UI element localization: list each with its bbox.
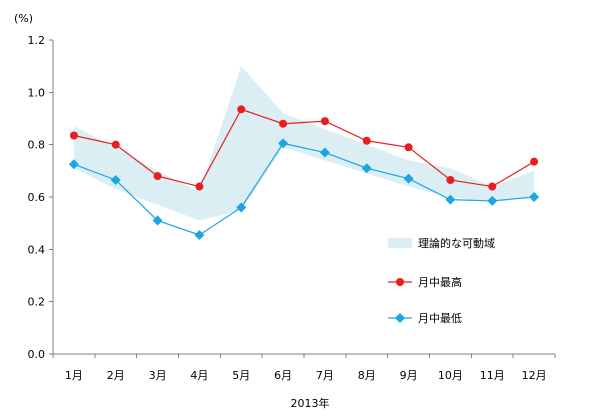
legend-marker bbox=[395, 313, 405, 323]
x-tick-label: 9月 bbox=[400, 369, 418, 382]
data-point bbox=[530, 157, 539, 166]
series-2 bbox=[68, 138, 540, 240]
legend-item-3: 月中最低 bbox=[388, 312, 462, 325]
data-point bbox=[446, 175, 455, 184]
series-line bbox=[73, 108, 535, 188]
legend-label: 月中最低 bbox=[418, 312, 462, 325]
data-point bbox=[361, 163, 372, 174]
x-tick-label: 6月 bbox=[274, 369, 292, 382]
x-tick-label: 8月 bbox=[358, 369, 376, 382]
x-tick-label: 10月 bbox=[438, 369, 463, 382]
x-axis-label: 2013年 bbox=[291, 396, 330, 410]
series-1 bbox=[69, 105, 539, 191]
data-point bbox=[69, 131, 78, 140]
data-point bbox=[111, 140, 120, 149]
data-point bbox=[529, 192, 540, 202]
x-tick-label: 12月 bbox=[522, 369, 547, 382]
x-tick-label: 3月 bbox=[149, 369, 167, 382]
data-point bbox=[236, 202, 247, 213]
y-tick-label: 0.2 bbox=[28, 296, 46, 309]
data-point bbox=[237, 105, 246, 114]
data-point bbox=[279, 119, 288, 128]
y-tick-label: 0.4 bbox=[28, 243, 46, 256]
x-tick-label: 7月 bbox=[316, 369, 334, 382]
data-point bbox=[153, 172, 162, 181]
y-tick-label: 0.0 bbox=[28, 348, 46, 361]
legend-item-2: 月中最高 bbox=[388, 275, 462, 289]
data-point bbox=[403, 173, 414, 184]
y-tick-label: 0.8 bbox=[28, 139, 46, 152]
data-point bbox=[278, 138, 289, 149]
x-tick-label: 2月 bbox=[107, 369, 125, 382]
y-tick-label: 1.2 bbox=[28, 34, 46, 47]
x-tick-label: 5月 bbox=[232, 369, 250, 382]
legend-item-1: 理論的な可動域 bbox=[388, 236, 495, 250]
y-tick-label: 0.6 bbox=[28, 191, 46, 204]
theoretical-range-band bbox=[73, 66, 535, 221]
data-point bbox=[152, 215, 163, 226]
data-point bbox=[445, 194, 456, 205]
data-point bbox=[487, 195, 498, 206]
data-point bbox=[194, 229, 205, 240]
data-point bbox=[488, 182, 497, 191]
data-point bbox=[68, 159, 79, 170]
data-point bbox=[320, 117, 329, 126]
legend-label: 理論的な可動域 bbox=[418, 236, 495, 250]
series-line bbox=[73, 142, 535, 236]
x-tick-label: 4月 bbox=[190, 369, 208, 382]
x-tick-label: 11月 bbox=[480, 369, 505, 382]
legend-marker bbox=[396, 278, 404, 286]
y-axis-label: (%) bbox=[14, 12, 33, 25]
data-point bbox=[362, 136, 371, 145]
y-axis-ticks: 0.0 0.2 0.4 0.6 0.8 1.0 1.2 bbox=[28, 34, 53, 361]
series-layer bbox=[68, 105, 540, 240]
data-point bbox=[404, 143, 413, 152]
legend-swatch bbox=[388, 238, 412, 248]
data-point bbox=[110, 174, 121, 185]
x-axis-ticks: 1月 2月 3月 4月 5月 6月 7月 8月 9月 10月 11月 12月 bbox=[52, 354, 556, 382]
y-tick-label: 1.0 bbox=[28, 86, 46, 99]
data-point bbox=[195, 182, 204, 191]
legend-label: 月中最高 bbox=[418, 275, 462, 289]
x-tick-label: 1月 bbox=[65, 369, 83, 382]
data-point bbox=[319, 147, 330, 158]
